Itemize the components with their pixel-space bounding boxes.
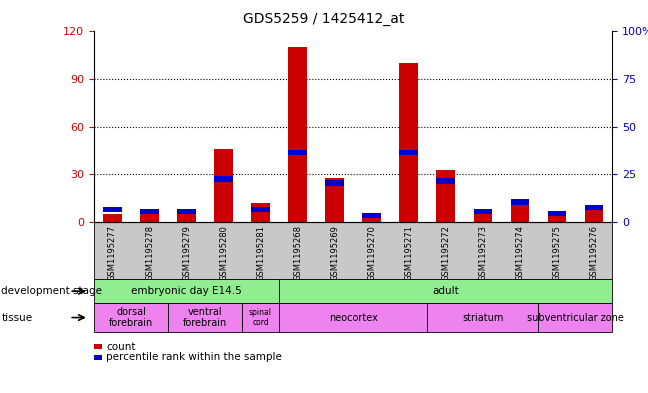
Bar: [474, 214, 492, 222]
Bar: [548, 216, 566, 222]
Bar: [251, 207, 270, 212]
Bar: [548, 211, 566, 216]
Bar: [325, 178, 344, 222]
Bar: [214, 149, 233, 222]
Bar: [288, 47, 307, 222]
Bar: [178, 209, 196, 214]
Bar: [214, 176, 233, 182]
Text: tissue: tissue: [1, 312, 32, 323]
Bar: [511, 199, 529, 205]
Text: spinal
cord: spinal cord: [249, 308, 272, 327]
Text: adult: adult: [432, 286, 459, 296]
Bar: [362, 213, 381, 218]
Bar: [437, 170, 455, 222]
Bar: [288, 150, 307, 155]
Text: count: count: [106, 342, 136, 352]
Text: neocortex: neocortex: [329, 312, 378, 323]
Bar: [140, 209, 159, 222]
Bar: [584, 208, 603, 222]
Bar: [362, 216, 381, 222]
Bar: [399, 63, 418, 222]
Text: ventral
forebrain: ventral forebrain: [183, 307, 227, 328]
Bar: [511, 203, 529, 222]
Bar: [325, 180, 344, 185]
Text: dorsal
forebrain: dorsal forebrain: [109, 307, 153, 328]
Text: subventricular zone: subventricular zone: [527, 312, 624, 323]
Bar: [251, 203, 270, 222]
Text: percentile rank within the sample: percentile rank within the sample: [106, 352, 282, 362]
Bar: [584, 205, 603, 210]
Text: striatum: striatum: [462, 312, 503, 323]
Bar: [140, 209, 159, 214]
Text: embryonic day E14.5: embryonic day E14.5: [131, 286, 242, 296]
Bar: [103, 207, 122, 212]
Bar: [103, 214, 122, 222]
Bar: [399, 150, 418, 155]
Bar: [474, 209, 492, 214]
Bar: [437, 178, 455, 184]
Text: GDS5259 / 1425412_at: GDS5259 / 1425412_at: [243, 12, 405, 26]
Bar: [178, 211, 196, 222]
Text: development stage: development stage: [1, 286, 102, 296]
